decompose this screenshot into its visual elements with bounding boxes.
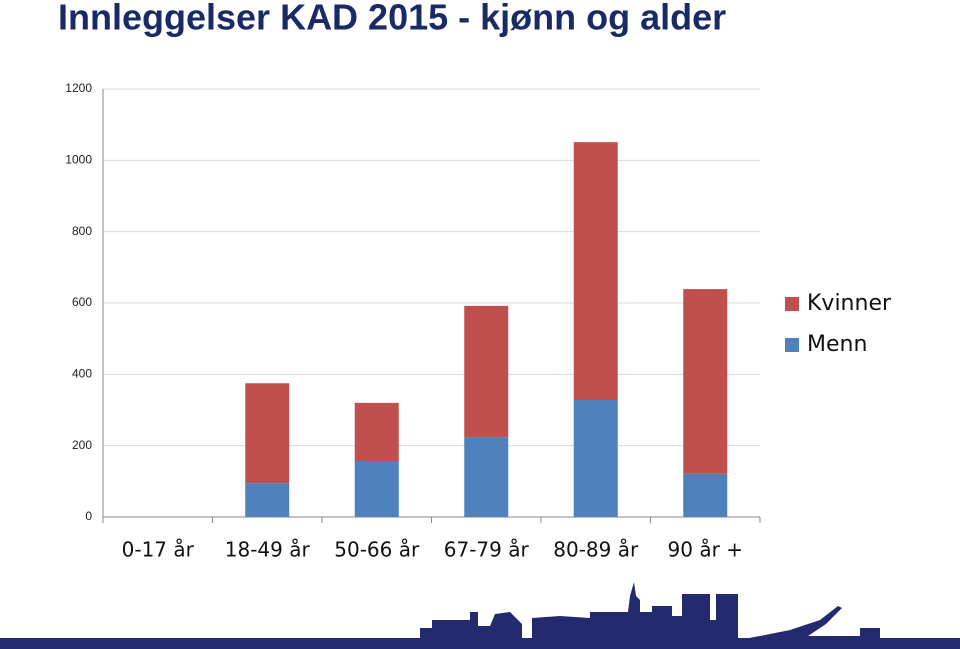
bar-segment [245,483,290,517]
bar-segment [573,400,618,517]
x-tick-label: 0-17 år [122,538,195,562]
x-tick-label: 50-66 år [334,538,420,562]
x-tick-label: 67-79 år [444,538,530,562]
bar-segment [573,142,618,401]
skyline [0,582,960,649]
x-tick-label: 18-49 år [225,538,311,562]
x-tick-label: 90 år + [668,538,743,562]
bar-segment [354,402,399,462]
x-tick-label: 80-89 år [553,538,639,562]
y-tick-label: 400 [72,367,92,381]
bar-segment [354,461,399,517]
y-tick-label: 200 [72,438,92,452]
legend-swatch [785,297,799,311]
y-tick-label: 1000 [65,153,92,167]
y-tick-label: 1200 [65,81,92,95]
y-tick-label: 600 [72,295,92,309]
bar-segment [464,305,509,438]
legend-label: Kvinner [807,291,892,316]
legend-swatch [785,338,799,352]
chart-title: Innleggelser KAD 2015 - kjønn og alder [58,0,726,38]
y-tick-label: 800 [72,224,92,238]
y-tick-label: 0 [85,509,92,523]
bar-segment [683,289,728,474]
bar-segment [245,383,290,484]
bar-segment [683,473,728,517]
legend-label: Menn [807,332,867,357]
bar-segment [464,437,509,517]
